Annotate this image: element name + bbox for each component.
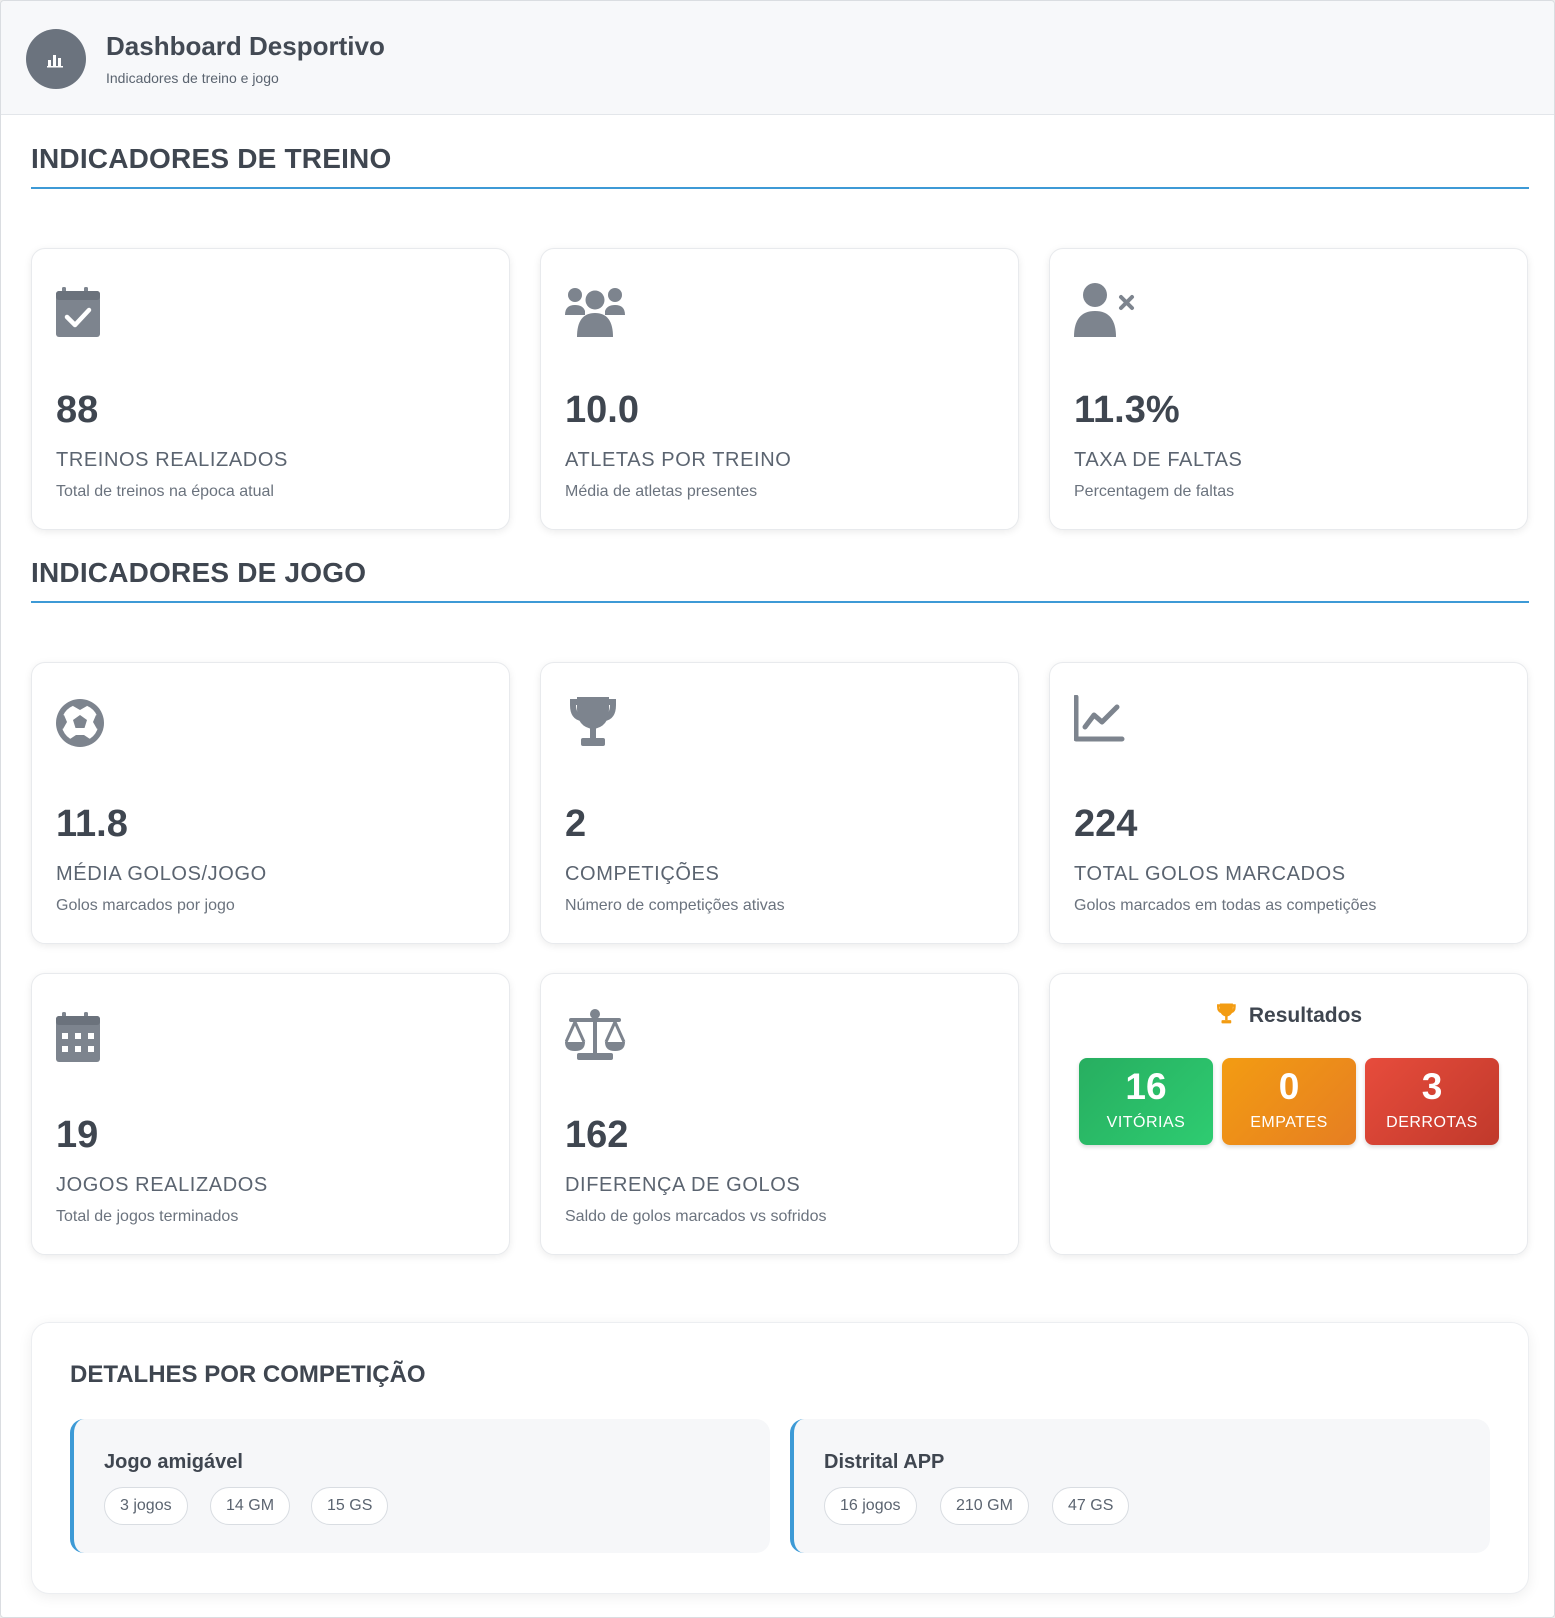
- card-description: Percentagem de faltas: [1074, 483, 1235, 500]
- draws-box: 0 EMPATES: [1222, 1058, 1356, 1145]
- wins-box: 16 VITÓRIAS: [1079, 1058, 1213, 1145]
- card-value: 11.8: [56, 803, 128, 845]
- competition-card: Jogo amigável 3 jogos 14 GM 15 GS: [70, 1419, 770, 1553]
- card-value: 2: [565, 803, 587, 845]
- card-label: ATLETAS POR TREINO: [565, 449, 792, 471]
- competition-card: Distrital APP 16 jogos 210 GM 47 GS: [790, 1419, 1490, 1553]
- results-title-text: Resultados: [1248, 1004, 1363, 1027]
- card-value: 224: [1074, 803, 1138, 845]
- card-treinos-realizados: 88 TREINOS REALIZADOS Total de treinos n…: [31, 248, 510, 530]
- card-description: Média de atletas presentes: [565, 483, 758, 500]
- card-value: 88: [56, 389, 99, 431]
- card-value: 11.3%: [1074, 389, 1180, 431]
- losses-label: DERROTAS: [1386, 1114, 1478, 1131]
- card-label: JOGOS REALIZADOS: [56, 1174, 268, 1196]
- goals-against-pill: 47 GS: [1052, 1487, 1130, 1525]
- card-competicoes: 2 COMPETIÇÕES Número de competições ativ…: [540, 662, 1019, 944]
- header: Dashboard Desportivo Indicadores de trei…: [1, 1, 1554, 115]
- goals-against-pill: 15 GS: [311, 1487, 389, 1525]
- games-pill: 16 jogos: [824, 1487, 917, 1525]
- wins-label: VITÓRIAS: [1106, 1114, 1186, 1131]
- card-jogos-realizados: 19 JOGOS REALIZADOS Total de jogos termi…: [31, 973, 510, 1255]
- app-subtitle: Indicadores de treino e jogo: [106, 70, 279, 86]
- balance-scale-icon: [564, 1006, 629, 1062]
- calendar-icon: [56, 1006, 120, 1062]
- card-description: Golos marcados em todas as competições: [1074, 897, 1377, 914]
- app-title: Dashboard Desportivo: [106, 31, 385, 61]
- user-x-icon: [1074, 281, 1138, 337]
- card-value: 10.0: [565, 389, 639, 431]
- competition-name: Jogo amigável: [104, 1451, 243, 1473]
- losses-value: 3: [1421, 1066, 1443, 1107]
- trophy-icon: [565, 695, 629, 751]
- goals-for-pill: 210 GM: [940, 1487, 1029, 1525]
- draws-value: 0: [1278, 1066, 1300, 1107]
- line-chart-icon: [1073, 694, 1138, 751]
- games-pill: 3 jogos: [104, 1487, 188, 1525]
- draws-label: EMPATES: [1250, 1114, 1328, 1131]
- card-atletas-por-treino: 10.0 ATLETAS POR TREINO Média de atletas…: [540, 248, 1019, 530]
- card-description: Número de competições ativas: [565, 897, 785, 914]
- card-media-golos-jogo: 11.8 MÉDIA GOLOS/JOGO Golos marcados por…: [31, 662, 510, 944]
- wins-value: 16: [1125, 1066, 1167, 1107]
- card-description: Total de treinos na época atual: [56, 483, 274, 500]
- section-divider: [31, 187, 1529, 189]
- section-title-game: INDICADORES DE JOGO: [31, 557, 367, 588]
- card-label: DIFERENÇA DE GOLOS: [565, 1174, 801, 1196]
- card-label: TREINOS REALIZADOS: [56, 449, 288, 471]
- section-title-training: INDICADORES DE TREINO: [31, 143, 392, 174]
- card-description: Saldo de golos marcados vs sofridos: [565, 1208, 827, 1225]
- card-value: 19: [56, 1114, 99, 1156]
- section-divider: [31, 601, 1529, 603]
- main-content: INDICADORES DE TREINO 88 TREINOS REALIZA…: [1, 115, 1554, 1617]
- card-description: Golos marcados por jogo: [56, 897, 235, 914]
- results-title: Resultados: [1050, 1002, 1527, 1028]
- competition-details-panel: DETALHES POR COMPETIÇÃO Jogo amigável 3 …: [31, 1322, 1529, 1594]
- losses-box: 3 DERROTAS: [1365, 1058, 1499, 1145]
- soccer-ball-icon: [56, 695, 120, 751]
- goals-for-pill: 14 GM: [210, 1487, 291, 1525]
- card-value: 162: [565, 1114, 629, 1156]
- card-label: TAXA DE FALTAS: [1074, 449, 1243, 471]
- card-label: MÉDIA GOLOS/JOGO: [56, 863, 267, 885]
- bar-chart-icon: [26, 29, 86, 89]
- card-description: Total de jogos terminados: [56, 1208, 239, 1225]
- trophy-icon: [1216, 1003, 1236, 1024]
- calendar-check-icon: [56, 281, 120, 337]
- card-diferenca-de-golos: 162 DIFERENÇA DE GOLOS Saldo de golos ma…: [540, 973, 1019, 1255]
- card-resultados: Resultados 16 VITÓRIAS 0 EMPATES 3 DERRO…: [1049, 973, 1528, 1255]
- card-label: COMPETIÇÕES: [565, 863, 720, 885]
- card-taxa-de-faltas: 11.3% TAXA DE FALTAS Percentagem de falt…: [1049, 248, 1528, 530]
- competition-name: Distrital APP: [824, 1451, 945, 1473]
- details-title: DETALHES POR COMPETIÇÃO: [70, 1361, 426, 1388]
- users-icon: [565, 281, 629, 337]
- card-total-golos-marcados: 224 TOTAL GOLOS MARCADOS Golos marcados …: [1049, 662, 1528, 944]
- card-label: TOTAL GOLOS MARCADOS: [1074, 863, 1346, 885]
